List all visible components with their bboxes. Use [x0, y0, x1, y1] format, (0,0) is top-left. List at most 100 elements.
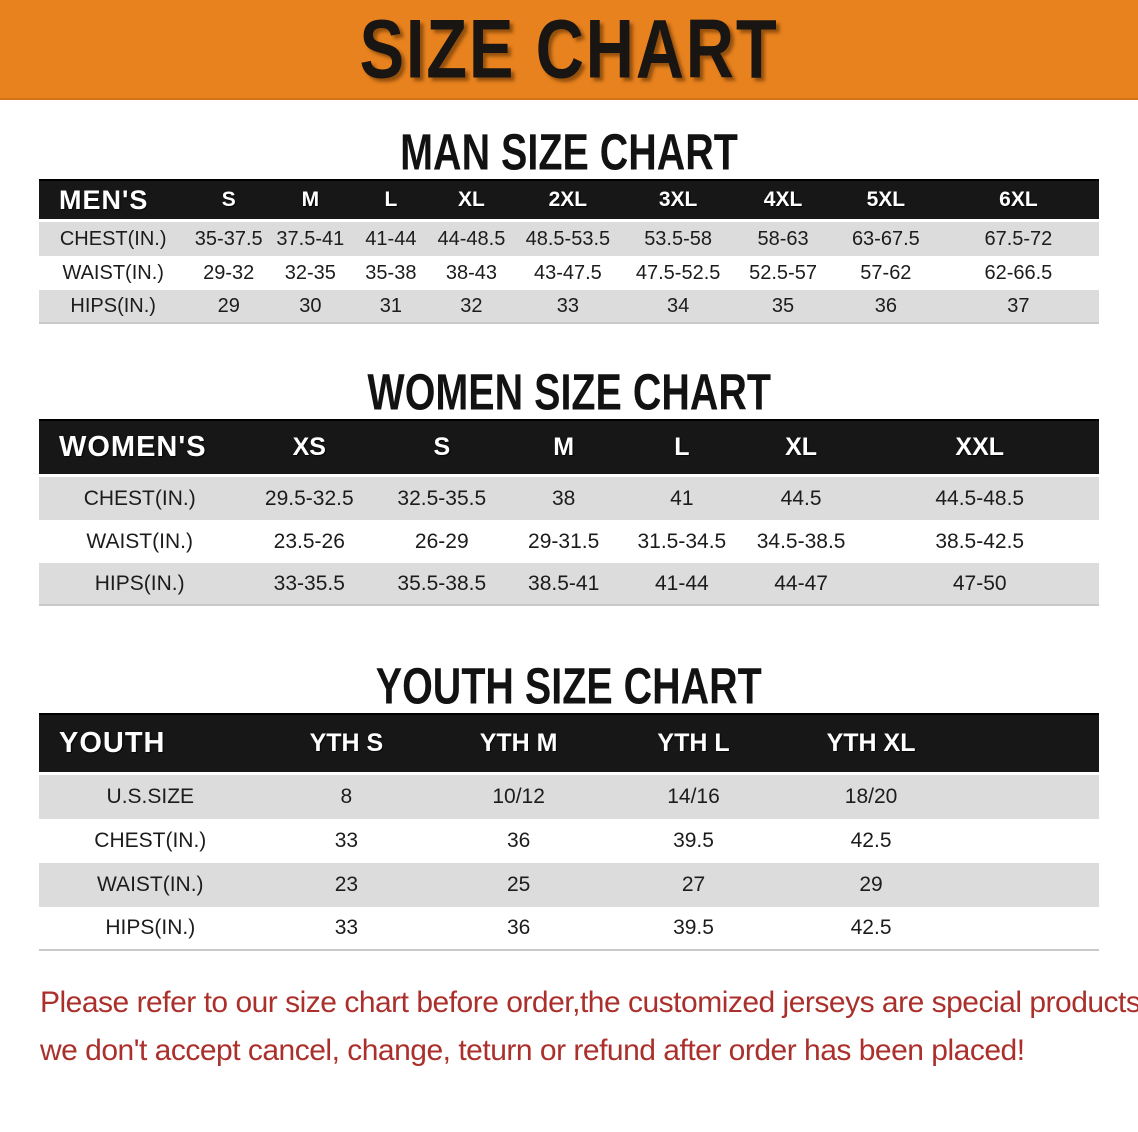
- cell: 57-62: [833, 256, 938, 290]
- youth-chest-row: CHEST(IN.) 33 36 39.5 42.5: [39, 819, 1099, 863]
- cell: 31.5-34.5: [621, 520, 742, 563]
- men-col-header-l: L: [350, 179, 432, 222]
- cell: 33: [511, 290, 625, 324]
- cell: 36: [431, 907, 607, 951]
- women-hips-row: HIPS(IN.) 33-35.5 35.5-38.5 38.5-41 41-4…: [39, 563, 1099, 606]
- row-label: WAIST(IN.): [39, 863, 262, 907]
- cell: 25: [431, 863, 607, 907]
- women-col-header-s: S: [378, 419, 506, 477]
- cell: 31: [350, 290, 432, 324]
- cell: 32-35: [270, 256, 351, 290]
- women-col-header-xl: XL: [741, 419, 861, 477]
- cell: 47-50: [860, 563, 1099, 606]
- spacer-cell: [961, 713, 1099, 775]
- cell: 38: [505, 477, 622, 520]
- cell: 34.5-38.5: [741, 520, 861, 563]
- cell: 38-43: [431, 256, 512, 290]
- cell: 30: [270, 290, 351, 324]
- men-header-row: MEN'S S M L XL 2XL 3XL 4XL 5XL 6XL: [39, 179, 1099, 222]
- youth-size-table: YOUTH YTH S YTH M YTH L YTH XL U.S.SIZE …: [39, 713, 1099, 951]
- row-label: CHEST(IN.): [39, 222, 188, 256]
- men-col-header-6xl: 6XL: [937, 179, 1099, 222]
- cell: 26-29: [378, 520, 506, 563]
- cell: 41-44: [350, 222, 432, 256]
- youth-col-header-xl: YTH XL: [780, 713, 962, 775]
- banner: SIZE CHART: [0, 0, 1138, 100]
- youth-col-header-m: YTH M: [431, 713, 607, 775]
- cell: 35.5-38.5: [378, 563, 506, 606]
- cell: 36: [431, 819, 607, 863]
- cell: 63-67.5: [833, 222, 938, 256]
- cell: 42.5: [780, 819, 962, 863]
- cell: 33-35.5: [240, 563, 379, 606]
- women-waist-row: WAIST(IN.) 23.5-26 26-29 29-31.5 31.5-34…: [39, 520, 1099, 563]
- footer-notice: Please refer to our size chart before or…: [40, 979, 1138, 1075]
- cell: 18/20: [780, 775, 962, 819]
- cell: 32.5-35.5: [378, 477, 506, 520]
- youth-waist-row: WAIST(IN.) 23 25 27 29: [39, 863, 1099, 907]
- women-col-header-xxl: XXL: [860, 419, 1099, 477]
- cell: 10/12: [431, 775, 607, 819]
- cell: 8: [261, 775, 432, 819]
- cell: 35-38: [350, 256, 432, 290]
- men-col-header-m: M: [270, 179, 351, 222]
- row-label: HIPS(IN.): [39, 907, 262, 951]
- women-size-table: WOMEN'S XS S M L XL XXL CHEST(IN.) 29.5-…: [39, 419, 1099, 606]
- row-label: WAIST(IN.): [39, 520, 241, 563]
- cell: 29: [187, 290, 271, 324]
- men-col-header-2xl: 2XL: [511, 179, 625, 222]
- cell: 41: [621, 477, 742, 520]
- cell: 29.5-32.5: [240, 477, 379, 520]
- cell: 34: [624, 290, 733, 324]
- cell: 36: [833, 290, 938, 324]
- cell: 62-66.5: [937, 256, 1099, 290]
- cell: 44-48.5: [431, 222, 512, 256]
- cell: 43-47.5: [511, 256, 625, 290]
- youth-section-heading-text: YOUTH SIZE CHART: [375, 656, 763, 715]
- men-col-header-3xl: 3XL: [624, 179, 733, 222]
- women-col-header-l: L: [621, 419, 742, 477]
- men-col-header-s: S: [187, 179, 271, 222]
- men-col-header-xl: XL: [431, 179, 512, 222]
- notice-line-2: we don't accept cancel, change, teturn o…: [40, 1034, 1025, 1067]
- cell: 29-32: [187, 256, 271, 290]
- cell: 37.5-41: [270, 222, 351, 256]
- cell: 23.5-26: [240, 520, 379, 563]
- women-col-header-m: M: [505, 419, 622, 477]
- men-waist-row: WAIST(IN.) 29-32 32-35 35-38 38-43 43-47…: [39, 256, 1099, 290]
- cell: 27: [606, 863, 781, 907]
- row-label: CHEST(IN.): [39, 477, 241, 520]
- men-chest-row: CHEST(IN.) 35-37.5 37.5-41 41-44 44-48.5…: [39, 222, 1099, 256]
- cell: 58-63: [732, 222, 834, 256]
- spacer-cell: [961, 907, 1099, 951]
- youth-header-row: YOUTH YTH S YTH M YTH L YTH XL: [39, 713, 1099, 775]
- women-group-label: WOMEN'S: [39, 419, 241, 477]
- youth-col-header-s: YTH S: [261, 713, 432, 775]
- women-col-header-xs: XS: [240, 419, 379, 477]
- men-size-table: MEN'S S M L XL 2XL 3XL 4XL 5XL 6XL CHEST…: [39, 179, 1099, 324]
- cell: 38.5-42.5: [860, 520, 1099, 563]
- cell: 39.5: [606, 907, 781, 951]
- cell: 47.5-52.5: [624, 256, 733, 290]
- women-chest-row: CHEST(IN.) 29.5-32.5 32.5-35.5 38 41 44.…: [39, 477, 1099, 520]
- cell: 42.5: [780, 907, 962, 951]
- men-section-heading-text: MAN SIZE CHART: [400, 122, 738, 181]
- cell: 53.5-58: [624, 222, 733, 256]
- youth-hips-row: HIPS(IN.) 33 36 39.5 42.5: [39, 907, 1099, 951]
- cell: 35-37.5: [187, 222, 271, 256]
- cell: 41-44: [621, 563, 742, 606]
- men-group-label: MEN'S: [39, 179, 188, 222]
- notice-line-1: Please refer to our size chart before or…: [40, 986, 1138, 1019]
- row-label: HIPS(IN.): [39, 563, 241, 606]
- row-label: U.S.SIZE: [39, 775, 262, 819]
- cell: 39.5: [606, 819, 781, 863]
- women-section-heading-text: WOMEN SIZE CHART: [367, 362, 771, 421]
- spacer-cell: [961, 819, 1099, 863]
- cell: 67.5-72: [937, 222, 1099, 256]
- cell: 37: [937, 290, 1099, 324]
- row-label: WAIST(IN.): [39, 256, 188, 290]
- cell: 44.5-48.5: [860, 477, 1099, 520]
- cell: 35: [732, 290, 834, 324]
- men-section-heading: MAN SIZE CHART: [0, 122, 1138, 181]
- spacer-cell: [961, 775, 1099, 819]
